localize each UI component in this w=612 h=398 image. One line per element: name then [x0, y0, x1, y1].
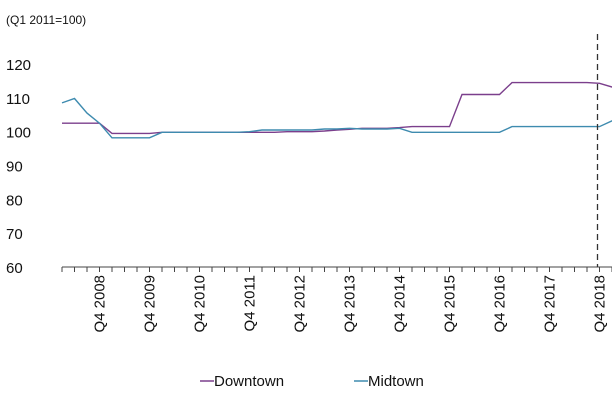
- x-tick-label: Q4 2008: [92, 275, 109, 333]
- y-axis-tick-labels: 60 70 80 90 100 110 120: [6, 57, 31, 277]
- x-tick-label: Q4 2013: [342, 275, 359, 333]
- y-tick-label: 120: [6, 57, 31, 74]
- x-tick-label: Q4 2011: [242, 275, 259, 331]
- y-tick-label: 90: [6, 159, 23, 176]
- x-axis: [61, 266, 612, 272]
- x-tick-label: Q4 2017: [542, 275, 559, 333]
- series-lines: [61, 81, 612, 139]
- legend-label-midtown: Midtown: [368, 373, 424, 390]
- x-tick-label: Q4 2010: [192, 275, 209, 333]
- x-tick-label: Q4 2012: [292, 275, 309, 333]
- y-tick-label: 100: [6, 125, 31, 142]
- x-tick-label: Q4 2018: [592, 275, 609, 333]
- y-tick-label: 70: [6, 226, 23, 243]
- x-axis-tick-labels: Q4 2008 Q4 2009 Q4 2010 Q4 2011 Q4 2012 Q4 20…: [92, 275, 609, 333]
- x-tick-label: Q4 2016: [492, 275, 509, 333]
- legend: Downtown Midtown: [200, 373, 424, 390]
- x-tick-label: Q4 2015: [442, 275, 459, 333]
- legend-label-downtown: Downtown: [214, 373, 284, 390]
- y-tick-label: 110: [6, 91, 30, 108]
- series-line-downtown: [62, 81, 612, 135]
- x-tick-label: Q4 2014: [392, 275, 409, 333]
- series-line-midtown: [61, 97, 612, 139]
- x-tick-label: Q4 2009: [142, 275, 159, 333]
- y-tick-label: 80: [6, 192, 23, 209]
- y-tick-label: 60: [6, 260, 23, 277]
- y-axis-unit-note: (Q1 2011=100): [6, 13, 86, 27]
